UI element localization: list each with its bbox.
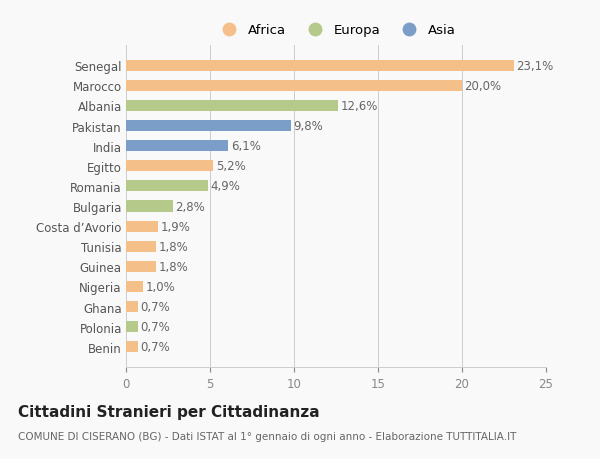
Text: 9,8%: 9,8% [293, 120, 323, 133]
Text: 1,8%: 1,8% [159, 240, 188, 253]
Bar [126, 281, 143, 292]
Bar [126, 341, 138, 353]
Text: 1,0%: 1,0% [145, 280, 175, 293]
Bar [126, 321, 138, 332]
Bar [126, 221, 158, 232]
Text: 12,6%: 12,6% [340, 100, 377, 112]
Text: 0,7%: 0,7% [140, 341, 170, 353]
Text: 20,0%: 20,0% [464, 79, 502, 93]
Text: 1,9%: 1,9% [160, 220, 190, 233]
Text: COMUNE DI CISERANO (BG) - Dati ISTAT al 1° gennaio di ogni anno - Elaborazione T: COMUNE DI CISERANO (BG) - Dati ISTAT al … [18, 431, 517, 442]
Bar [126, 161, 214, 172]
Legend: Africa, Europa, Asia: Africa, Europa, Asia [212, 20, 460, 41]
Bar [126, 121, 290, 132]
Bar [126, 302, 138, 313]
Bar [126, 181, 208, 192]
Bar [126, 201, 173, 212]
Text: Cittadini Stranieri per Cittadinanza: Cittadini Stranieri per Cittadinanza [18, 404, 320, 419]
Text: 5,2%: 5,2% [216, 160, 245, 173]
Text: 0,7%: 0,7% [140, 301, 170, 313]
Text: 0,7%: 0,7% [140, 320, 170, 334]
Text: 1,8%: 1,8% [159, 260, 188, 273]
Bar [126, 141, 229, 152]
Bar [126, 81, 462, 92]
Bar [126, 101, 338, 112]
Bar [126, 261, 156, 272]
Bar [126, 61, 514, 72]
Text: 23,1%: 23,1% [517, 60, 554, 73]
Bar [126, 241, 156, 252]
Text: 6,1%: 6,1% [231, 140, 261, 153]
Text: 4,9%: 4,9% [211, 180, 241, 193]
Text: 2,8%: 2,8% [176, 200, 205, 213]
